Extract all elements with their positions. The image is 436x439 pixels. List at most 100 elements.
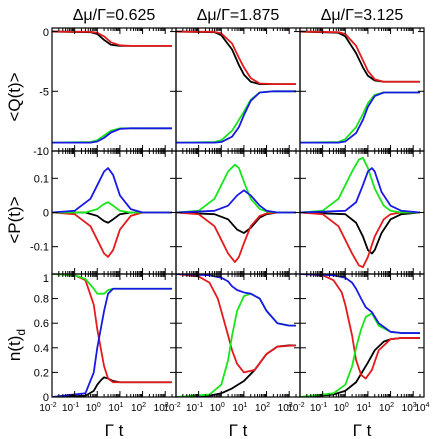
- series-group: [176, 274, 297, 397]
- panel-frame: [175, 27, 301, 152]
- y-tick-label: 0.2: [34, 367, 49, 379]
- y-tick-label: 0.6: [34, 318, 49, 330]
- y-tick-label: 1: [43, 273, 49, 285]
- y-tick-label: 0.1: [34, 173, 49, 185]
- series-line-green: [176, 90, 297, 144]
- panel-frame: [175, 273, 301, 398]
- series-group: [52, 274, 173, 397]
- series-line-black: [176, 30, 297, 86]
- x-tick-label: 100: [210, 402, 225, 414]
- x-tick-label: 101: [108, 402, 123, 414]
- panel-r2-c3: [299, 150, 425, 275]
- x-tick-label: 10-1: [186, 402, 203, 414]
- series-line-red: [300, 274, 421, 380]
- panel-r1-c3: [299, 27, 425, 152]
- panel-r3-c2: 10-2 10-1 100 101 102 103: [163, 273, 301, 414]
- column-title-3: Δμ/Γ=3.125: [321, 7, 404, 24]
- series-line-red: [52, 211, 173, 258]
- series-line-black: [300, 30, 421, 83]
- series-line-green: [300, 91, 421, 144]
- series-line-black: [176, 344, 297, 397]
- panel-frame: [299, 273, 425, 398]
- y-tick-label: 0.8: [34, 294, 49, 306]
- x-tick-label: 103: [278, 402, 293, 414]
- panel-frame: [299, 27, 425, 152]
- series-line-red: [176, 211, 297, 263]
- x-tick-label: 100: [334, 402, 349, 414]
- x-tick-label: 10-2: [287, 402, 304, 414]
- x-tick-label: 101: [356, 402, 371, 414]
- series-line-black: [52, 30, 173, 47]
- series-line-blue: [300, 91, 421, 144]
- series-line-black: [300, 337, 421, 397]
- series-line-red: [300, 211, 421, 269]
- x-axis-label-2: Γ t: [229, 421, 248, 439]
- series-group: [300, 156, 421, 269]
- x-tick-label: 103: [154, 402, 169, 414]
- row-label-p: <P(t)>: [5, 196, 24, 243]
- series-group: [52, 167, 173, 258]
- series-group: [176, 163, 297, 263]
- row-label-q: <Q(t)>: [5, 72, 24, 121]
- series-line-blue: [52, 127, 173, 144]
- series-line-blue: [176, 189, 297, 214]
- x-tick-label: 104: [414, 402, 429, 414]
- series-group: [300, 30, 421, 144]
- x-tick-label: 101: [232, 402, 247, 414]
- x-tick-label: 103: [402, 402, 417, 414]
- svg-text:n(t)d: n(t)d: [5, 329, 28, 361]
- panel-r2-c2: [175, 150, 301, 275]
- series-line-blue: [300, 274, 421, 334]
- series-line-blue: [52, 287, 173, 397]
- panel-r2-c1: 0.1 0 -0.1: [30, 150, 177, 275]
- series-line-blue: [300, 167, 421, 214]
- series-line-green: [52, 127, 173, 144]
- x-tick-label: 102: [131, 402, 146, 414]
- y-tick-label: 0: [43, 392, 49, 404]
- series-group: [52, 30, 173, 144]
- x-tick-label: 100: [86, 402, 101, 414]
- column-title-2: Δμ/Γ=1.875: [197, 7, 280, 24]
- y-tick-label: -10: [33, 146, 49, 158]
- x-tick-label: 102: [255, 402, 270, 414]
- column-title-1: Δμ/Γ=0.625: [73, 7, 156, 24]
- series-line-black: [176, 211, 297, 234]
- series-group: [300, 274, 421, 397]
- series-line-red: [176, 30, 297, 86]
- panel-r1-c2: [175, 27, 301, 152]
- series-line-green: [176, 292, 297, 397]
- x-tick-label: 10-1: [310, 402, 327, 414]
- x-tick-label: 10-1: [62, 402, 79, 414]
- series-line-red: [176, 274, 297, 374]
- series-line-black: [300, 211, 421, 255]
- series-line-green: [52, 201, 173, 214]
- series-line-green: [300, 312, 421, 397]
- y-tick-label: -0.1: [30, 242, 49, 254]
- y-tick-label: -5: [39, 86, 49, 98]
- panel-r1-c1: 0 -5 -10: [33, 27, 177, 158]
- x-axis-label-3: Γ t: [353, 421, 372, 439]
- x-axis-label-1: Γ t: [105, 421, 124, 439]
- row-label-nd: n(t)d: [5, 329, 28, 361]
- series-line-green: [300, 156, 421, 214]
- series-group: [176, 30, 297, 144]
- y-tick-label: 0.4: [34, 343, 49, 355]
- y-tick-label: 0: [43, 208, 49, 220]
- row-label-nd-sub: d: [14, 329, 28, 336]
- series-line-blue: [52, 167, 173, 214]
- y-tick-label: 0: [43, 27, 49, 39]
- x-tick-label: 10-2: [163, 402, 180, 414]
- series-line-black: [52, 211, 173, 224]
- series-line-red: [300, 30, 421, 83]
- x-tick-label: 102: [379, 402, 394, 414]
- series-line-blue: [176, 90, 297, 144]
- row-label-nd-main: n(t): [5, 336, 24, 362]
- series-line-red: [52, 30, 173, 47]
- x-tick-label: 10-2: [39, 402, 56, 414]
- series-line-green: [176, 163, 297, 214]
- panel-frame: [51, 273, 177, 398]
